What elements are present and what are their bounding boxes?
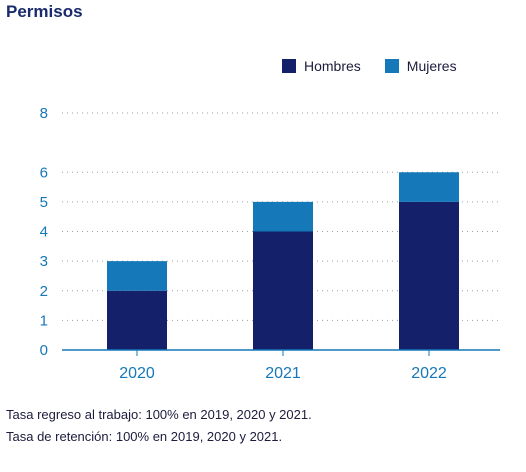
bar-mujeres-2020	[107, 261, 167, 291]
bar-mujeres-2021	[253, 201, 313, 232]
y-tick-label-4: 4	[40, 224, 48, 241]
legend-label-hombres: Hombres	[304, 58, 361, 74]
bar-hombres-2021	[253, 231, 313, 350]
legend-label-mujeres: Mujeres	[406, 58, 457, 74]
note-retention-rate: Tasa de retención: 100% en 2019, 2020 y …	[6, 429, 283, 444]
bar-chart: 0 1 2 3 4 5 6 8 2020 2021 2022	[40, 105, 500, 382]
chart-legend: Hombres Mujeres	[282, 58, 457, 74]
chart-notes: Tasa regreso al trabajo: 100% en 2019, 2…	[6, 404, 312, 448]
note-return-rate: Tasa regreso al trabajo: 100% en 2019, 2…	[6, 407, 312, 422]
bar-hombres-2022	[399, 201, 459, 350]
y-tick-label-5: 5	[40, 194, 48, 211]
x-tick-label-2021: 2021	[265, 365, 301, 382]
y-tick-label-8: 8	[40, 105, 48, 122]
y-tick-label-6: 6	[40, 164, 48, 181]
bar-hombres-2020	[107, 290, 167, 350]
y-tick-label-3: 3	[40, 253, 48, 270]
x-tick-label-2022: 2022	[411, 365, 447, 382]
bar-mujeres-2022	[399, 172, 459, 202]
x-tick-label-2020: 2020	[119, 365, 155, 382]
legend-item-mujeres: Mujeres	[384, 58, 457, 74]
chart-title: Permisos	[6, 2, 83, 21]
legend-swatch-hombres	[282, 59, 296, 73]
legend-swatch-mujeres	[384, 59, 399, 73]
y-tick-label-0: 0	[40, 342, 48, 359]
y-tick-label-1: 1	[40, 312, 48, 329]
legend-item-hombres: Hombres	[282, 58, 361, 74]
y-tick-label-2: 2	[40, 283, 48, 300]
